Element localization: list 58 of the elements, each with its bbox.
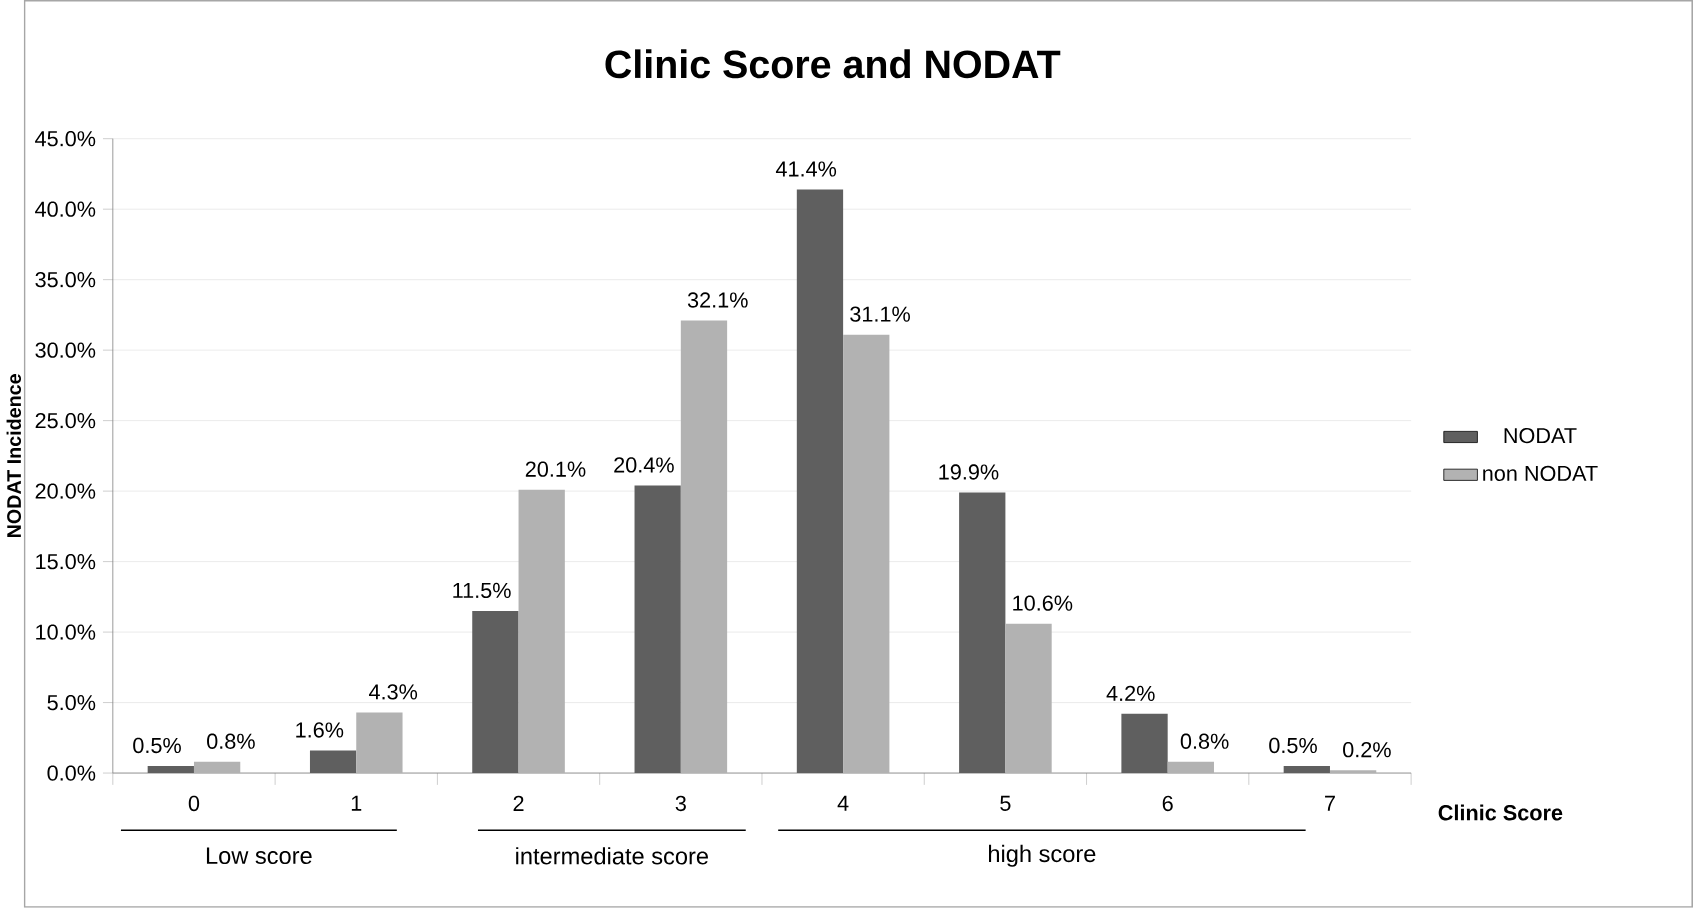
data-label: 32.1%: [687, 292, 748, 308]
data-label: 4.3%: [368, 684, 418, 700]
y-tick-label: 30.0%: [35, 342, 96, 358]
text: high score: [989, 844, 1096, 867]
data-label: 41.4%: [775, 161, 837, 177]
data-label: 4.2%: [1106, 685, 1155, 702]
bar: [472, 611, 519, 774]
bar: [193, 761, 241, 774]
y-axis-title: NODAT Incidence: [6, 374, 22, 538]
y-tick-label: 45.0%: [35, 131, 96, 147]
bar: [309, 750, 357, 774]
x-tick-label: 5: [1000, 795, 1011, 811]
legend-label: non NODAT: [1483, 465, 1598, 482]
bar: [147, 766, 194, 774]
bar: [680, 320, 728, 774]
x-tick-label: 3: [675, 795, 686, 812]
x-tick-label: 2: [513, 795, 524, 811]
bar: [356, 712, 403, 774]
bar: [1005, 623, 1052, 774]
chart-title: Clinic Score and NODAT: [605, 49, 1061, 79]
bar: [1121, 713, 1168, 774]
x-tick-label: 0: [188, 795, 200, 812]
data-label: 0.5%: [1269, 737, 1317, 754]
bar: [518, 489, 565, 774]
y-tick-label: 25.0%: [35, 413, 96, 429]
x-tick-label: 6: [1162, 795, 1173, 812]
bar: [959, 492, 1006, 774]
y-tick-label: 0.0%: [47, 765, 96, 781]
data-label: 20.4%: [614, 457, 674, 473]
data-label: 0.5%: [133, 737, 181, 754]
data-label: 11.5%: [453, 582, 511, 599]
data-label: 0.2%: [1343, 742, 1391, 758]
x-tick-label: 4: [837, 795, 849, 811]
y-tick-label: 35.0%: [35, 272, 96, 288]
y-tick-label: 20.0%: [35, 483, 96, 499]
bar: [796, 189, 844, 774]
legend-label: NODAT: [1504, 428, 1577, 444]
y-tick-label: 10.0%: [36, 624, 96, 640]
bar: [1329, 770, 1377, 774]
x-tick-label: 7: [1325, 795, 1335, 811]
data-label: 31.1%: [850, 306, 910, 322]
x-tick-label: 1: [351, 795, 362, 811]
bar: [634, 485, 681, 774]
text: intermediate score: [516, 847, 708, 865]
y-tick-label: 40.0%: [35, 201, 96, 217]
data-label: 20.1%: [525, 461, 586, 477]
bar: [843, 334, 890, 774]
bar: [1167, 761, 1214, 774]
y-tick-label: 15.0%: [36, 554, 96, 570]
y-tick-label: 5.0%: [47, 695, 96, 711]
data-label: 0.8%: [1180, 733, 1229, 750]
x-axis-title: Clinic Score: [1438, 804, 1563, 821]
data-label: 0.8%: [207, 733, 255, 750]
text: Low score: [206, 847, 312, 865]
data-label: 10.6%: [1013, 595, 1073, 611]
bar: [1283, 766, 1330, 774]
data-label: 19.9%: [939, 464, 999, 480]
data-label: 1.6%: [296, 722, 344, 738]
